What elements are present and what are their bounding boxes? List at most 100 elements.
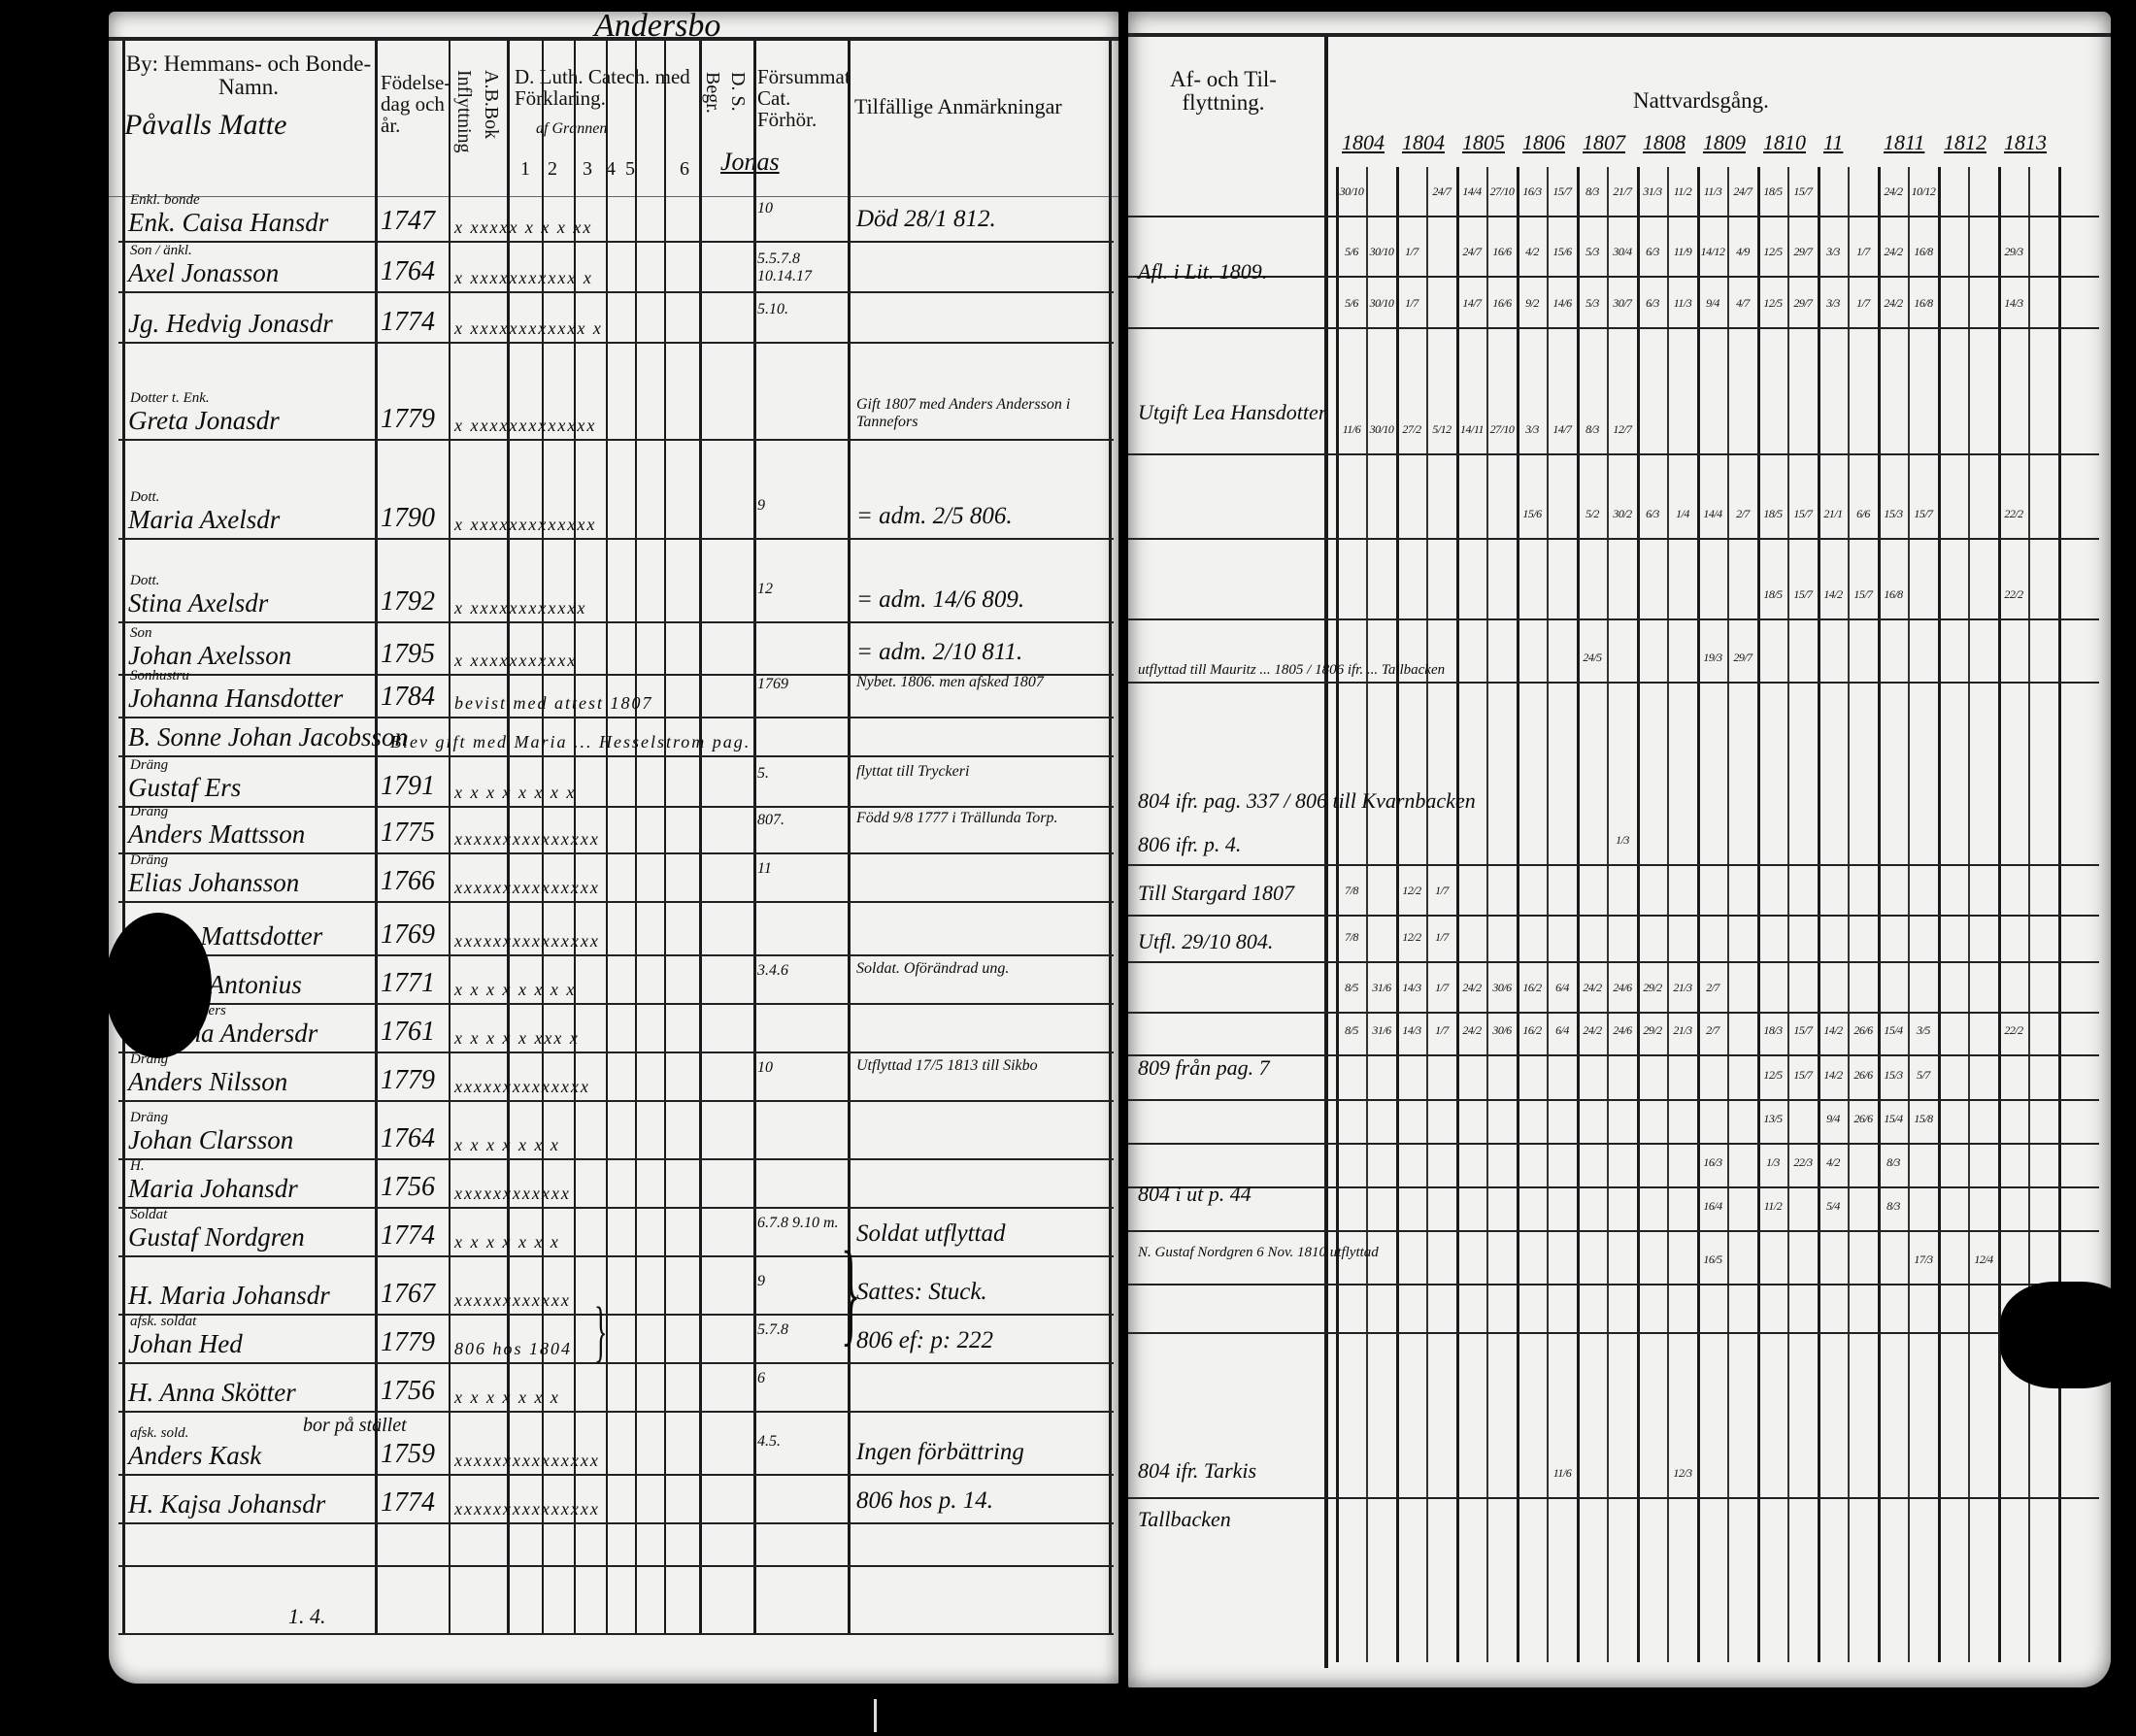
communion-date: 11/2	[1763, 1199, 1783, 1213]
row-rule	[118, 1052, 1114, 1053]
communion-date: 30/10	[1369, 296, 1394, 310]
communion-date: 7/8	[1345, 884, 1358, 897]
communion-year: 1809	[1703, 130, 1746, 154]
communion-date: 22/3	[1793, 1155, 1813, 1169]
role-label: Dotter t. Enk.	[130, 390, 210, 406]
bottom-note: 1. 4.	[288, 1604, 326, 1628]
birth-year: 1792	[381, 586, 435, 617]
communion-date: 6/4	[1555, 1023, 1569, 1037]
communion-date: 14/6	[1552, 296, 1572, 310]
communion-date: 19/3	[1703, 651, 1722, 664]
row-rule	[1128, 276, 2099, 278]
forsummat-value: 9	[757, 497, 765, 514]
communion-date: 12/2	[1402, 930, 1421, 944]
household-row: B. Sonne Johan Jacobsson Blev gift med Ma…	[109, 720, 1118, 759]
forsummat-value: 5.10.	[757, 301, 788, 317]
bracket-note: bor på stället	[303, 1415, 407, 1436]
communion-date: 15/4	[1884, 1023, 1903, 1037]
remark: Ingen förbättring	[856, 1439, 1024, 1465]
row-rule	[118, 901, 1114, 903]
communion-date: 11/6	[1342, 422, 1361, 436]
catechism-marks: x xxxxxxxxxxxxx	[454, 515, 597, 534]
left-page: Andersbo By: Hemmans- och Bonde-Namn. På…	[109, 8, 1118, 1684]
header-ab-bok: A.B.Bok	[481, 70, 502, 140]
communion-date: 6/3	[1646, 296, 1659, 310]
household-row: afsk. sold. Anders Kask 1759 xxxxxxxxxxxxxx…	[109, 1425, 1118, 1478]
catechism-marks: xxxxxxxxxxxx	[454, 1290, 571, 1310]
communion-date: 12/5	[1763, 245, 1783, 258]
person-name: H. Kajsa Johansdr	[128, 1489, 326, 1519]
remark: Nybet. 1806. men afsked 1807	[856, 674, 1044, 690]
communion-date: 11/6	[1552, 1466, 1572, 1480]
communion-year: 1804	[1342, 130, 1385, 154]
birth-year: 1779	[381, 404, 435, 434]
communion-date: 11/2	[1673, 184, 1692, 198]
brace-mark: }	[594, 1294, 608, 1369]
communion-date: 15/7	[1793, 1023, 1813, 1037]
communion-date: 5/3	[1585, 245, 1599, 258]
communion-date: 15/8	[1914, 1112, 1933, 1125]
forsummat-value: 1769	[757, 676, 788, 692]
communion-date: 15/7	[1793, 587, 1813, 601]
column-rule	[375, 41, 378, 1633]
forsummat-value: 9	[757, 1273, 765, 1289]
column-rule	[574, 41, 576, 1633]
communion-date: 5/6	[1345, 245, 1358, 258]
communion-date: 6/3	[1646, 507, 1659, 520]
communion-date: 6/3	[1646, 245, 1659, 258]
communion-date: 11/3	[1673, 296, 1692, 310]
communion-date: 29/7	[1733, 651, 1752, 664]
person-name: H. Anna Skötter	[128, 1378, 296, 1407]
header-catechism-hand: af Grannen	[536, 120, 608, 137]
communion-date: 11/9	[1673, 245, 1692, 258]
row-rule	[118, 1522, 1114, 1524]
communion-date: 9/4	[1706, 296, 1719, 310]
communion-year: 1806	[1522, 130, 1565, 154]
communion-date: 26/6	[1853, 1068, 1873, 1082]
communion-date: 30/10	[1369, 245, 1394, 258]
communion-date: 26/6	[1853, 1112, 1873, 1125]
communion-date: 15/7	[1914, 507, 1933, 520]
remark: Sattes: Stuck.	[856, 1279, 987, 1305]
communion-date: 30/10	[1369, 422, 1394, 436]
household-row: Dräng Anders Nilsson 1779 xxxxxxxxxxxxxx 10 U…	[109, 1052, 1118, 1104]
communion-date: 14/3	[1402, 981, 1421, 994]
moving-note: Utfl. 29/10 804.	[1138, 929, 1274, 953]
communion-date: 14/4	[1462, 184, 1482, 198]
birth-year: 1771	[381, 968, 435, 998]
header-communion: Nattvardsgång.	[1633, 88, 1769, 113]
communion-year: 1812	[1944, 130, 1986, 154]
communion-date: 24/6	[1613, 981, 1632, 994]
moving-note: Utgift Lea Hansdotter	[1138, 400, 1327, 424]
communion-date: 24/7	[1462, 245, 1482, 258]
communion-date: 15/7	[1552, 184, 1572, 198]
birth-year: 1774	[381, 1220, 435, 1251]
person-name: Greta Jonasdr	[128, 406, 280, 435]
row-rule	[118, 852, 1114, 854]
row-rule	[118, 342, 1114, 344]
moving-note: Afl. i Lit. 1809.	[1138, 259, 1268, 284]
communion-date: 21/3	[1673, 1023, 1692, 1037]
person-name: Maria Axelsdr	[128, 505, 281, 534]
communion-year: 1813	[2004, 130, 2047, 154]
household-row: H. Maria Johansdr 1756 xxxxxxxxxxxx	[109, 1158, 1118, 1211]
column-rule	[848, 41, 851, 1633]
brace-mark-remarks: }	[841, 1227, 861, 1356]
column-rule	[122, 41, 125, 1633]
birth-year: 1761	[381, 1017, 435, 1047]
remark: Gift 1807 med Anders Andersson i Tannefo…	[856, 396, 1071, 430]
communion-date: 8/5	[1345, 981, 1358, 994]
person-name: Anders Nilsson	[128, 1067, 288, 1096]
communion-date: 1/7	[1405, 296, 1418, 310]
forsummat-value: 12	[757, 581, 773, 597]
communion-date: 12/2	[1402, 884, 1421, 897]
role-label: Son / änkl.	[130, 243, 192, 258]
header-ds: D. S.	[727, 72, 749, 112]
remark: Född 9/8 1777 i Trällunda Torp.	[856, 810, 1058, 826]
communion-date: 6/4	[1555, 981, 1569, 994]
row-rule	[118, 1158, 1114, 1160]
communion-date: 15/7	[1793, 507, 1813, 520]
communion-date: 17/3	[1914, 1252, 1933, 1266]
person-name: Gustaf Ers	[128, 773, 242, 802]
communion-date: 16/2	[1522, 1023, 1542, 1037]
